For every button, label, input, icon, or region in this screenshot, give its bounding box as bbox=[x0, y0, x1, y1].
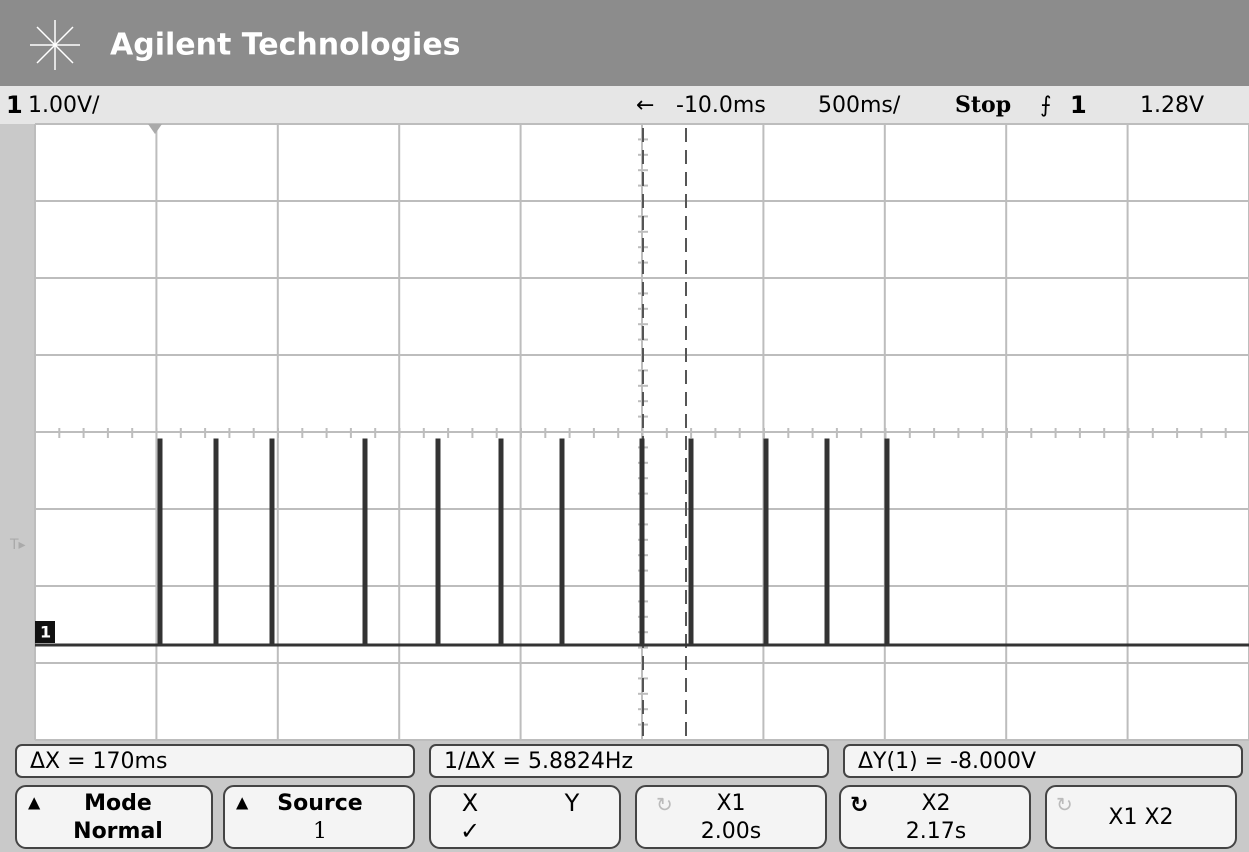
mode-arrow: ▲ bbox=[28, 793, 41, 812]
x1x2-label[interactable]: X1 X2 bbox=[1108, 805, 1173, 830]
measure-boxes bbox=[15, 744, 1243, 778]
arrow: ← bbox=[636, 93, 654, 118]
x1-label[interactable]: X1 bbox=[716, 791, 745, 816]
scale: 1.00V/ bbox=[28, 93, 100, 118]
x-option[interactable]: X bbox=[462, 789, 478, 817]
source-label[interactable]: Source bbox=[277, 791, 362, 816]
trigger-level: 1.28V bbox=[1140, 93, 1204, 118]
trigger-source: 1 bbox=[1070, 91, 1087, 119]
trigger-position bbox=[148, 124, 162, 134]
mode-label[interactable]: Mode bbox=[84, 791, 152, 816]
run-state: Stop bbox=[955, 92, 1011, 118]
x2-value[interactable]: 2.17s bbox=[906, 819, 966, 844]
grid bbox=[34, 123, 1249, 741]
waveform bbox=[35, 438, 1249, 647]
x2-label[interactable]: X2 bbox=[921, 791, 950, 816]
inv-delta-x: 1/ΔX = 5.8824Hz bbox=[444, 749, 633, 774]
delay: -10.0ms bbox=[676, 93, 766, 118]
timebase: 500ms/ bbox=[818, 93, 901, 118]
xy-check: ✓ bbox=[460, 817, 480, 845]
delta-y: ΔY(1) = -8.000V bbox=[858, 749, 1036, 774]
source-arrow: ▲ bbox=[236, 793, 249, 812]
knob-icon: ↻ bbox=[1056, 793, 1073, 817]
ground-marker bbox=[35, 621, 55, 643]
x1-value[interactable]: 2.00s bbox=[701, 819, 761, 844]
knob-icon: ↻ bbox=[850, 793, 868, 818]
source-value[interactable]: 1 bbox=[313, 819, 327, 844]
mode-value[interactable]: Normal bbox=[73, 819, 163, 844]
knob-icon: ↻ bbox=[656, 793, 673, 817]
status-bar bbox=[0, 86, 1249, 124]
title: Agilent Technologies bbox=[110, 28, 461, 63]
y-option[interactable]: Y bbox=[564, 789, 580, 817]
softkeys bbox=[15, 785, 1237, 849]
trigger-level-marker: T▸ bbox=[9, 537, 26, 553]
delta-x: ΔX = 170ms bbox=[30, 749, 167, 774]
ground-label: 1 bbox=[40, 623, 51, 642]
header-bar bbox=[0, 0, 1249, 86]
logo bbox=[30, 20, 80, 70]
trigger-edge: ⨍ bbox=[1040, 93, 1051, 118]
channel: 1 bbox=[6, 91, 23, 119]
